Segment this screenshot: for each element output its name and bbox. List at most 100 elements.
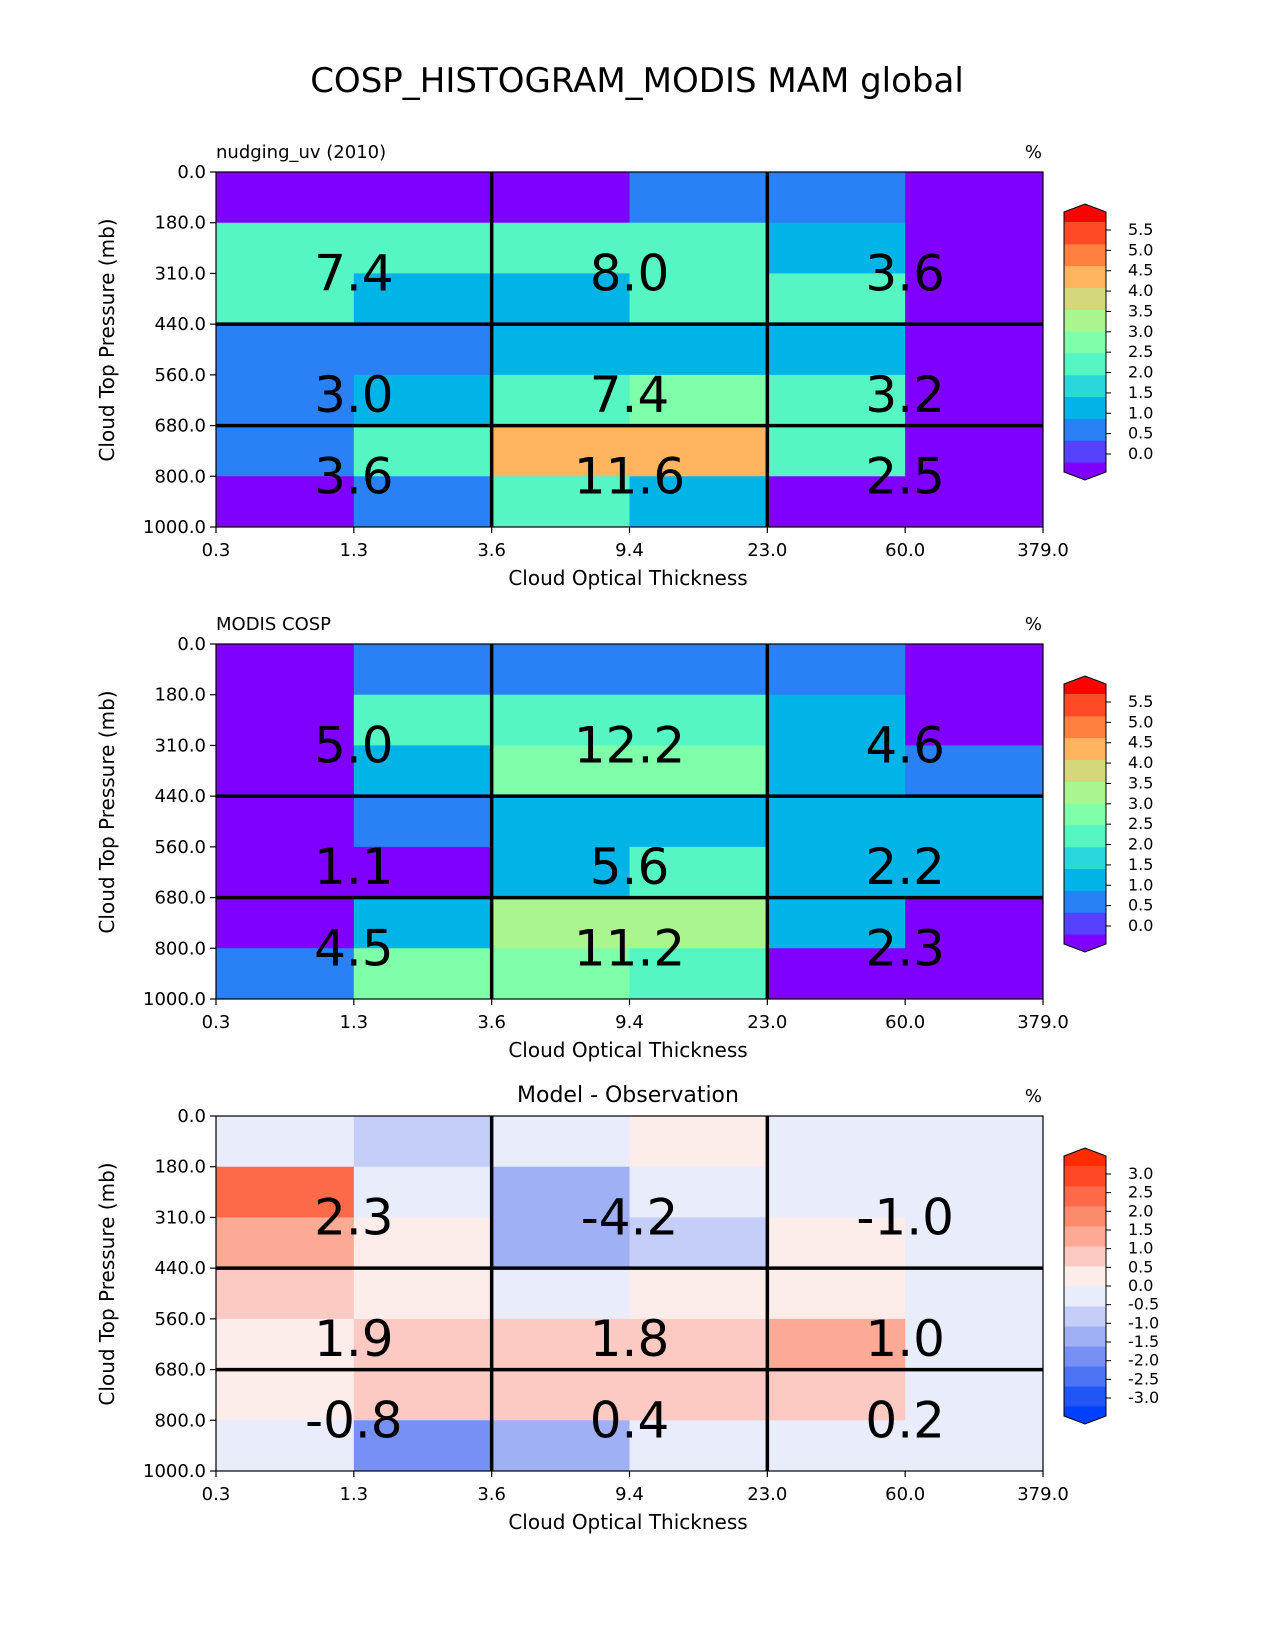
colorbar-tick-label: 4.0: [1128, 281, 1153, 300]
data-label: 1.0: [865, 1310, 945, 1368]
data-label: 11.2: [574, 919, 685, 977]
data-label: 0.2: [865, 1391, 945, 1449]
x-tick-label: 1.3: [340, 540, 369, 561]
heatmap-cell: [353, 476, 493, 528]
data-label: 0.4: [590, 1391, 670, 1449]
x-tick-label: 9.4: [615, 1484, 644, 1505]
heatmap-cell: [767, 425, 906, 477]
colorbar-tick-label: -2.5: [1128, 1369, 1159, 1388]
heatmap-cell: [216, 374, 355, 427]
colorbar-extension-max: [1064, 676, 1106, 694]
heatmap-cell: [353, 425, 493, 477]
colorbar-tick-label: 3.5: [1128, 301, 1153, 320]
y-tick-label: 560.0: [154, 365, 206, 386]
data-label: 3.6: [314, 447, 394, 505]
x-tick-label: 23.0: [747, 540, 787, 561]
heatmap-cell: [767, 796, 906, 848]
panel-unit-label: %: [1025, 614, 1042, 635]
data-label: -4.2: [581, 1188, 679, 1246]
colorbar-extension-max: [1064, 1148, 1106, 1166]
x-tick-label: 3.6: [477, 540, 506, 561]
heatmap-cell: [905, 1369, 1044, 1421]
colorbar-tick-label: 4.5: [1128, 261, 1153, 280]
y-tick-label: 310.0: [154, 1207, 206, 1228]
heatmap-cell: [629, 374, 768, 427]
heatmap-cell: [905, 1166, 1044, 1218]
heatmap-cell: [216, 1166, 355, 1218]
colorbar: 5.55.0 4.54.03.5 3.02.5 2.01.51.0 0.50.0: [1063, 203, 1153, 481]
heatmap-cell: [767, 644, 906, 696]
x-tick-label: 60.0: [885, 540, 925, 561]
heatmap-cell: [491, 644, 630, 696]
heatmap-cell: [491, 1116, 630, 1168]
heatmap-cell: [629, 1217, 768, 1269]
colorbar-segment: [1064, 309, 1106, 332]
colorbar-tick-label: -0.5: [1128, 1295, 1159, 1314]
heatmap-cell: [629, 273, 768, 325]
heatmap-cell: [629, 425, 768, 477]
heatmap-cell: [353, 1116, 493, 1168]
colorbar-tick-label: 3.0: [1128, 322, 1153, 341]
heatmap-cell: [353, 324, 493, 376]
heatmap-cell: [216, 1116, 355, 1168]
heatmap-cell: [767, 846, 906, 899]
heatmap-cell: [353, 897, 493, 949]
data-label: 11.6: [574, 447, 685, 505]
colorbar-segment: [1064, 222, 1106, 245]
heatmap-cell: [216, 273, 355, 325]
y-tick-label: 180.0: [154, 213, 206, 234]
heatmap-cell: [353, 273, 493, 325]
panel-3: % Model - Observation Cloud Optical Thic…: [95, 1083, 1159, 1534]
colorbar-tick-label: 3.0: [1128, 794, 1153, 813]
x-tick-label: 0.3: [202, 540, 231, 561]
y-tick-label: 560.0: [154, 837, 206, 858]
heatmap-cell: [767, 1369, 906, 1421]
heatmap-cell: [905, 1318, 1044, 1371]
colorbar-segment: [1064, 1206, 1106, 1227]
heatmap-cell: [905, 425, 1044, 477]
heatmap-cell: [905, 1116, 1044, 1168]
heatmap-cell: [491, 796, 630, 848]
heatmap-cell: [905, 222, 1044, 274]
colorbar-tick-label: 3.0: [1128, 1164, 1153, 1183]
heatmap-cell: [216, 897, 355, 949]
heatmap-cell: [353, 1369, 493, 1421]
heatmap-cell: [767, 1166, 906, 1218]
heatmap-cell: [491, 745, 630, 797]
heatmap-cell: [629, 846, 768, 899]
heatmap-cell: [767, 476, 906, 528]
heatmap-cell: [216, 948, 355, 1000]
heatmap-cell: [905, 476, 1044, 528]
colorbar: 3.02.52.01.51.00.50.0-0.5-1.0-1.5-2.0-2.…: [1063, 1147, 1159, 1425]
heatmap-cell: [353, 172, 493, 224]
x-tick-label: 23.0: [747, 1484, 787, 1505]
heatmap-cell: [629, 897, 768, 949]
y-tick-label: 440.0: [154, 1258, 206, 1279]
heatmap-cell: [767, 1318, 906, 1371]
heatmap-cell: [629, 1369, 768, 1421]
heatmap-cell: [491, 425, 630, 477]
data-label: 1.1: [314, 838, 394, 896]
x-axis-label: Cloud Optical Thickness: [508, 566, 747, 590]
panel-center-title: Model - Observation: [517, 1083, 739, 1108]
heatmap-cell: [353, 1217, 493, 1269]
y-tick-label: 680.0: [154, 1360, 206, 1381]
data-label: 2.2: [865, 838, 945, 896]
heatmap-cell: [491, 948, 630, 1000]
heatmap-cell: [353, 948, 493, 1000]
heatmap-cell: [905, 644, 1044, 696]
heatmap-cell: [353, 694, 493, 746]
colorbar-tick-label: 5.5: [1128, 692, 1153, 711]
colorbar-tick-label: 2.5: [1128, 1183, 1153, 1202]
colorbar-segment: [1064, 243, 1106, 267]
heatmap-cell: [216, 694, 355, 746]
colorbar-extension-min: [1064, 1406, 1106, 1424]
x-tick-label: 0.3: [202, 1484, 231, 1505]
figure-title: COSP_HISTOGRAM_MODIS MAM global: [310, 61, 964, 101]
colorbar-tick-label: 5.0: [1128, 240, 1153, 259]
heatmap-cell: [767, 324, 906, 376]
heatmap-cell: [629, 1166, 768, 1218]
colorbar-segment: [1064, 396, 1106, 419]
data-label: 3.0: [314, 366, 394, 424]
heatmap-cell: [491, 1217, 630, 1269]
